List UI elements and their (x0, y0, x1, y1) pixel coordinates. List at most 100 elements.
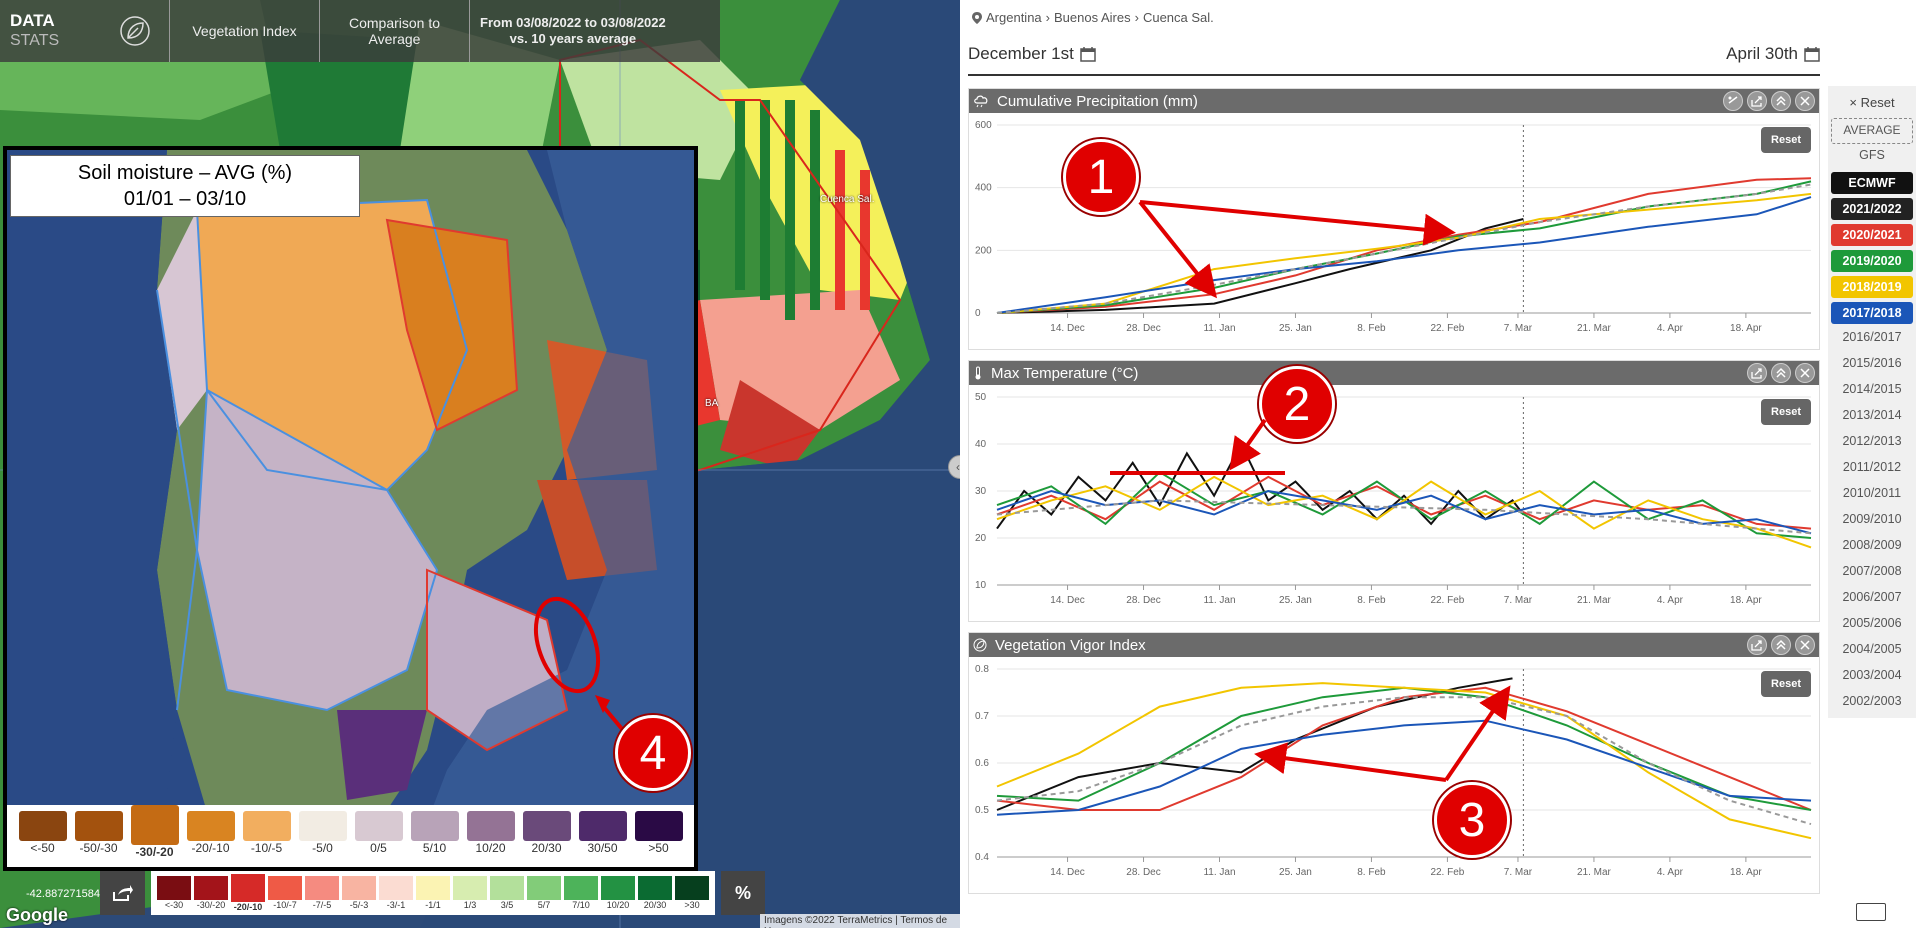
percent-toggle[interactable]: % (721, 871, 765, 915)
year-item[interactable]: 2002/2003 (1842, 694, 1902, 708)
vegetation-legend-item[interactable]: 5/7 (527, 876, 561, 910)
map-view[interactable]: Cuenca Sal. BA DATA STATS Vegetation Ind… (0, 0, 960, 928)
year-item[interactable]: 2008/2009 (1842, 538, 1902, 552)
vegetation-legend-item[interactable]: 20/30 (638, 876, 672, 910)
year-chip[interactable]: 2020/2021 (1831, 224, 1913, 246)
year-item[interactable]: 2014/2015 (1842, 382, 1902, 396)
legend-label: <-30 (164, 900, 184, 910)
year-item[interactable]: 2012/2013 (1842, 434, 1902, 448)
share-button[interactable] (100, 871, 145, 915)
series-line (996, 686, 1812, 811)
soil-legend-item[interactable]: 0/5 (354, 811, 403, 855)
vegetation-legend-item[interactable]: -10/-7 (268, 876, 302, 910)
tab-vegetation-index[interactable]: Vegetation Index (170, 0, 320, 62)
year-item[interactable]: 2006/2007 (1842, 590, 1902, 604)
series-line (996, 441, 1525, 530)
legend-swatch (410, 811, 459, 841)
year-item[interactable]: 2010/2011 (1842, 486, 1902, 500)
year-chip[interactable]: ECMWF (1831, 172, 1913, 194)
year-item[interactable]: 2005/2006 (1842, 616, 1902, 630)
reset-zoom-button[interactable]: Reset (1761, 127, 1811, 153)
breadcrumb-country[interactable]: Argentina (986, 10, 1042, 25)
legend-swatch (298, 811, 347, 841)
reset-zoom-button[interactable]: Reset (1761, 671, 1811, 697)
vegetation-legend-item[interactable]: 10/20 (601, 876, 635, 910)
year-item[interactable]: 2016/2017 (1842, 330, 1902, 344)
collapse-button[interactable] (1771, 91, 1791, 111)
close-button[interactable] (1795, 363, 1815, 383)
soil-legend-item[interactable]: 30/50 (578, 811, 627, 855)
leaf-icon[interactable] (100, 0, 170, 62)
year-chip[interactable]: 2019/2020 (1831, 250, 1913, 272)
export-button[interactable] (1747, 635, 1767, 655)
stripe-pattern (735, 100, 870, 320)
years-reset-button[interactable]: × Reset (1849, 95, 1895, 110)
annotation-marker-3: 3 (1434, 782, 1510, 858)
year-item[interactable]: 2004/2005 (1842, 642, 1902, 656)
breadcrumb-area[interactable]: Cuenca Sal. (1142, 10, 1214, 25)
year-item[interactable]: 2007/2008 (1842, 564, 1902, 578)
year-average[interactable]: AVERAGE (1831, 118, 1913, 144)
legend-label: 10/20 (606, 900, 630, 910)
add-chart-button[interactable] (1856, 903, 1886, 921)
reset-zoom-button[interactable]: Reset (1761, 399, 1811, 425)
vegetation-chart[interactable]: 0.4 0.5 0.6 0.7 0.8 14. Dec 28. Dec 11. Jan 25. … (969, 657, 1821, 895)
calendar-icon (1080, 47, 1096, 62)
soil-legend-item[interactable]: -5/0 (298, 811, 347, 855)
vegetation-legend-item[interactable]: -20/-10 (231, 874, 265, 912)
year-gfs[interactable]: GFS (1859, 148, 1885, 162)
map-toolbar: DATA STATS Vegetation Index Comparison t… (0, 0, 720, 62)
vegetation-legend-item[interactable]: -3/-1 (379, 876, 413, 910)
soil-legend-item[interactable]: 20/30 (522, 811, 571, 855)
vegetation-legend-item[interactable]: 3/5 (490, 876, 524, 910)
legend-label: >50 (648, 841, 669, 855)
start-date[interactable]: December 1st (968, 44, 1096, 64)
soil-legend-item[interactable]: -50/-30 (74, 811, 123, 855)
soil-legend-item[interactable]: -20/-10 (186, 811, 235, 855)
vegetation-legend-item[interactable]: -7/-5 (305, 876, 339, 910)
vegetation-legend-item[interactable]: 7/10 (564, 876, 598, 910)
year-item[interactable]: 2003/2004 (1842, 668, 1902, 682)
year-item[interactable]: 2011/2012 (1842, 460, 1902, 474)
year-chip[interactable]: 2021/2022 (1831, 198, 1913, 220)
close-button[interactable] (1795, 635, 1815, 655)
breadcrumb-sep: › (1045, 10, 1050, 25)
export-button[interactable] (1747, 91, 1767, 111)
collapse-button[interactable] (1771, 635, 1791, 655)
double-chevron-up-icon (1776, 95, 1786, 106)
x-tick-label: 28. Dec (1126, 323, 1160, 334)
soil-moisture-legend: <-50 -50/-30 -30/-20 -20/-10 -10/-5 -5/0 0/5 5/… (7, 805, 694, 867)
temperature-chart[interactable]: 10 20 30 40 50 14. Dec 28. Dec 11. Jan 25. Jan 8.… (969, 385, 1821, 623)
year-item[interactable]: 2015/2016 (1842, 356, 1902, 370)
vegetation-legend-item[interactable]: -30/-20 (194, 876, 228, 910)
terms-link[interactable]: Termos de Uso (764, 915, 948, 928)
precipitation-panel: Cumulative Precipitation (mm) 0 200 400 600… (968, 88, 1820, 350)
year-chip[interactable]: 2017/2018 (1831, 302, 1913, 324)
year-item[interactable]: 2013/2014 (1842, 408, 1902, 422)
vegetation-legend-item[interactable]: >30 (675, 876, 709, 910)
breadcrumb-province[interactable]: Buenos Aires (1054, 10, 1131, 25)
soil-legend-item[interactable]: 5/10 (410, 811, 459, 855)
vegetation-legend-item[interactable]: 1/3 (453, 876, 487, 910)
map-label-ba: BA (705, 398, 719, 409)
vegetation-legend-item[interactable]: -1/1 (416, 876, 450, 910)
tab-comparison[interactable]: Comparison to Average (320, 0, 470, 62)
soil-legend-item[interactable]: 10/20 (466, 811, 515, 855)
soil-legend-item[interactable]: -10/-5 (242, 811, 291, 855)
close-button[interactable] (1795, 91, 1815, 111)
date-range-label[interactable]: From 03/08/2022 to 03/08/2022 vs. 10 yea… (470, 15, 676, 47)
precipitation-chart[interactable]: 0 200 400 600 14. Dec 28. Dec 11. Jan 25. Jan 8.… (969, 113, 1821, 351)
vegetation-legend-item[interactable]: <-30 (157, 876, 191, 910)
soil-legend-item[interactable]: <-50 (18, 811, 67, 855)
end-date[interactable]: April 30th (1726, 44, 1820, 64)
collapse-button[interactable] (1771, 363, 1791, 383)
rain-settings-button[interactable] (1723, 91, 1743, 111)
year-chip[interactable]: 2018/2019 (1831, 276, 1913, 298)
year-item[interactable]: 2009/2010 (1842, 512, 1902, 526)
soil-legend-item[interactable]: >50 (634, 811, 683, 855)
vegetation-legend-item[interactable]: -5/-3 (342, 876, 376, 910)
soil-legend-item[interactable]: -30/-20 (130, 805, 179, 859)
brand-logo[interactable]: DATA STATS (0, 11, 100, 51)
export-button[interactable] (1747, 363, 1767, 383)
x-tick-label: 11. Jan (1203, 867, 1235, 878)
